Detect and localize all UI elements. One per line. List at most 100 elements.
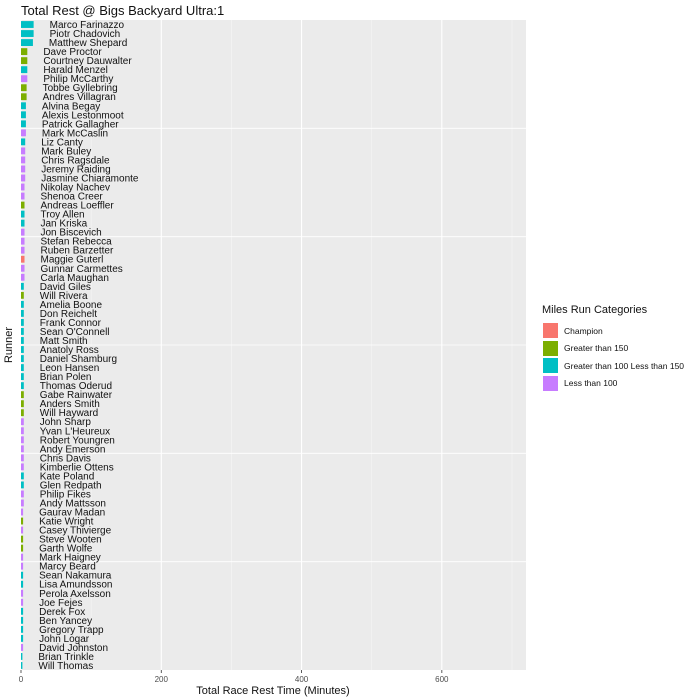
- runner-label: Lisa Amundsson: [39, 580, 112, 591]
- runner-label: Derek Fox: [39, 607, 85, 618]
- legend-swatch: [542, 357, 559, 375]
- runner-label: Courtney Dauwalter: [43, 56, 132, 67]
- legend-label: Greater than 150: [564, 343, 629, 354]
- runner-label: Marco Farinazzo: [50, 20, 125, 31]
- bar: [21, 625, 24, 633]
- runner-label: Joe Fejes: [39, 598, 82, 609]
- bar: [21, 427, 24, 435]
- bar: [21, 156, 26, 164]
- runner-label: Chris Ragsdale: [41, 155, 110, 166]
- runner-label: Steve Wooten: [39, 535, 102, 546]
- x-tick-label: 0: [19, 675, 24, 684]
- bar: [21, 120, 26, 128]
- bar: [21, 291, 24, 299]
- runner-label: Brian Polen: [40, 372, 92, 383]
- runner-label: Marcy Beard: [39, 562, 96, 573]
- runner-label: Andres Villagran: [43, 92, 116, 103]
- runner-label: Frank Connor: [40, 318, 102, 329]
- runner-label: Matthew Shepard: [49, 38, 127, 49]
- bar: [21, 147, 26, 155]
- bar: [21, 57, 28, 65]
- runner-label: Maggie Guterl: [41, 255, 104, 266]
- runner-label: Kate Poland: [40, 471, 95, 482]
- runner-label: John Sharp: [40, 417, 92, 428]
- legend-item-champion: Champion: [542, 322, 684, 340]
- runner-label: Mark Buley: [41, 146, 91, 157]
- legend-label: Champion: [564, 325, 603, 336]
- runner-label: Gunnar Carmettes: [41, 264, 123, 275]
- legend: Miles Run Categories Champion Greater th…: [542, 304, 684, 392]
- bar: [21, 309, 24, 317]
- runner-label: Tobbe Gyllebring: [43, 83, 118, 94]
- runner-label: Alexis Lestonmoot: [42, 110, 124, 121]
- legend-swatch: [542, 322, 559, 340]
- x-ticks-group: 0 200 400 600: [19, 670, 449, 684]
- bar: [21, 300, 24, 308]
- runner-label: Sean O'Connell: [40, 327, 110, 338]
- runner-label: Troy Allen: [41, 210, 85, 221]
- runner-label: Casey Thivierge: [39, 526, 112, 537]
- bar: [21, 364, 24, 371]
- runner-label: Leon Hansen: [40, 363, 100, 374]
- runner-label: Jasmine Chiaramonte: [41, 173, 139, 184]
- runner-label: Andreas Loeffler: [41, 201, 115, 212]
- bar: [21, 228, 25, 236]
- bar: [21, 282, 24, 290]
- bar: [21, 463, 24, 471]
- runner-label: Jon Biscevich: [41, 228, 102, 239]
- bar: [21, 183, 25, 191]
- bar: [21, 210, 25, 218]
- runner-label: Ruben Barzetter: [41, 246, 114, 257]
- runner-label: David Johnston: [39, 643, 108, 654]
- bar: [21, 662, 23, 669]
- runner-label: Liz Canty: [41, 137, 83, 148]
- runner-label: Harald Menzel: [43, 65, 107, 76]
- runner-label: Matt Smith: [40, 336, 88, 347]
- bar: [21, 580, 24, 588]
- runner-label: Mark McCaslin: [42, 128, 108, 139]
- runner-label: Gregory Trapp: [39, 625, 104, 636]
- bar: [21, 255, 25, 263]
- runner-label: Carla Maughan: [41, 273, 109, 284]
- runner-label: Garth Wolfe: [39, 544, 93, 555]
- bar: [21, 237, 25, 245]
- runner-label: Thomas Oderud: [40, 381, 112, 392]
- bar: [21, 93, 27, 101]
- runner-label: Piotr Chadovich: [50, 29, 121, 40]
- runner-label: Ben Yancey: [39, 616, 92, 627]
- runner-label: David Giles: [40, 282, 91, 293]
- runner-label: Katie Wright: [39, 517, 94, 528]
- bar: [21, 418, 24, 426]
- bar: [21, 553, 24, 561]
- runner-label: Dave Proctor: [43, 47, 102, 58]
- runner-label: Jeremy Raiding: [41, 164, 110, 175]
- bar: [21, 21, 34, 28]
- legend-item-greater-than-100-less-than-150: Greater than 100 Less than 150: [542, 357, 684, 375]
- bar: [21, 644, 24, 651]
- bar: [21, 111, 26, 119]
- legend-label: Greater than 100 Less than 150: [564, 360, 685, 371]
- bar: [21, 48, 28, 56]
- legend-item-less-than-100: Less than 100: [542, 374, 684, 393]
- bar: [21, 616, 24, 624]
- bar: [21, 391, 24, 399]
- runner-label: Andy Mattsson: [40, 498, 106, 509]
- x-tick-label: 400: [295, 675, 309, 684]
- bar: [21, 562, 24, 570]
- bar: [21, 445, 24, 453]
- bar: [21, 273, 25, 281]
- bar: [21, 84, 27, 92]
- bar: [21, 517, 24, 525]
- bar: [21, 219, 25, 227]
- runner-label: Don Reichelt: [40, 309, 97, 320]
- bar: [21, 508, 24, 516]
- legend-title: Miles Run Categories: [542, 304, 648, 316]
- runner-label: Anatoly Ross: [40, 345, 99, 356]
- bar: [21, 66, 28, 74]
- chart-title: Total Rest @ Bigs Backyard Ultra:1: [21, 3, 224, 18]
- runner-label: Philip McCarthy: [43, 74, 113, 85]
- runner-label: Daniel Shamburg: [40, 354, 117, 365]
- bar: [21, 39, 33, 46]
- runner-label: John Logar: [39, 634, 90, 645]
